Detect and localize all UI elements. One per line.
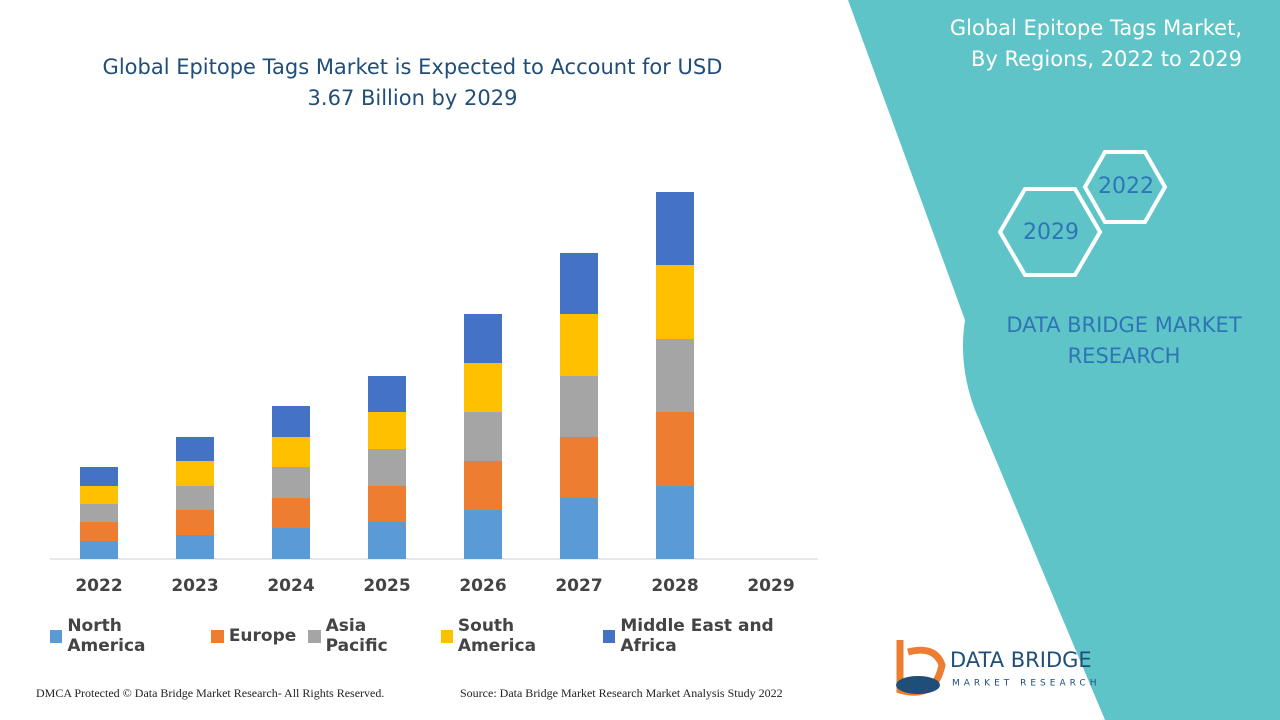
legend-label: Europe [228,626,297,646]
legend-item: South America [440,616,591,656]
bar-segment [176,437,214,461]
bar-segment [80,486,118,504]
bar-segment [80,504,118,522]
legend-swatch [440,629,453,643]
hexagon [1082,150,1168,224]
hexagon [997,187,1103,277]
bar-segment [272,467,310,498]
bar-segment [368,522,406,559]
bar-segment [80,541,118,559]
panel-title: By Regions, 2022 to 2029 [971,47,1242,71]
bar-segment [464,461,502,510]
legend-swatch [603,629,616,643]
legend-swatch [50,629,63,643]
legend-item: Europe [210,616,297,656]
legend: North America Europe Asia Pacific South Ame… [50,616,825,656]
x-tick-label: 2024 [267,576,314,596]
bar-segment [464,314,502,363]
bar-segment [368,376,406,412]
legend-label: Middle East and Africa [620,616,774,656]
x-tick-label: 2029 [747,576,794,596]
legend-item: Asia Pacific [308,616,428,656]
bar-segment [368,449,406,486]
bar-segment [560,314,598,376]
logo-name: DATA BRIDGE [950,648,1092,672]
bar-segment [272,498,310,528]
teal-panel [848,0,1280,720]
bar-segment [368,486,406,522]
brand-text: RESEARCH [1068,344,1181,368]
x-tick-label: 2022 [75,576,122,596]
bar-segment [464,412,502,461]
bar-segment [656,339,694,412]
bar-segment [176,486,214,510]
logo-tagline: MARKET RESEARCH [952,679,1100,689]
x-tick-label: 2026 [459,576,506,596]
x-tick-label: 2023 [171,576,218,596]
bar-segment [80,467,118,486]
bar-segment [464,510,502,559]
bar-segment [368,412,406,449]
bar-segment [656,412,694,486]
bar-segment [176,535,214,559]
bar-segment [656,265,694,339]
bar-segment [656,192,694,265]
bar-segment [176,510,214,535]
x-tick-label: 2028 [651,576,698,596]
legend-label: North America [67,616,146,656]
legend-label: South America [457,616,537,656]
source: Source: Data Bridge Market Research Mark… [460,686,783,700]
bar-segment [80,522,118,541]
bar-segment [272,406,310,437]
hex-year: 2022 [1098,174,1154,199]
bar-segment [272,528,310,559]
legend-swatch [308,629,321,643]
legend-item: Middle East and Africa [603,616,825,656]
panel-title: Global Epitope Tags Market, [950,16,1242,40]
x-tick-label: 2027 [555,576,602,596]
bar-segment [464,363,502,412]
chart-title: Global Epitope Tags Market is Expected t… [102,55,723,110]
legend-label: Asia Pacific [325,616,388,656]
hex-year: 2029 [1023,220,1079,245]
bar-segment [176,461,214,486]
logo-mark [896,676,940,694]
legend-swatch [210,629,224,643]
bar-segment [560,437,598,498]
bar-segment [560,498,598,559]
bar-segment [560,253,598,314]
bar-segment [272,437,310,467]
legend-item: North America [50,616,199,656]
bar-segment [560,376,598,437]
x-tick-label: 2025 [363,576,410,596]
copyright: DMCA Protected © Data Bridge Market Rese… [36,686,385,700]
bar-segment [656,486,694,559]
brand-text: DATA BRIDGE MARKET [1006,313,1241,337]
